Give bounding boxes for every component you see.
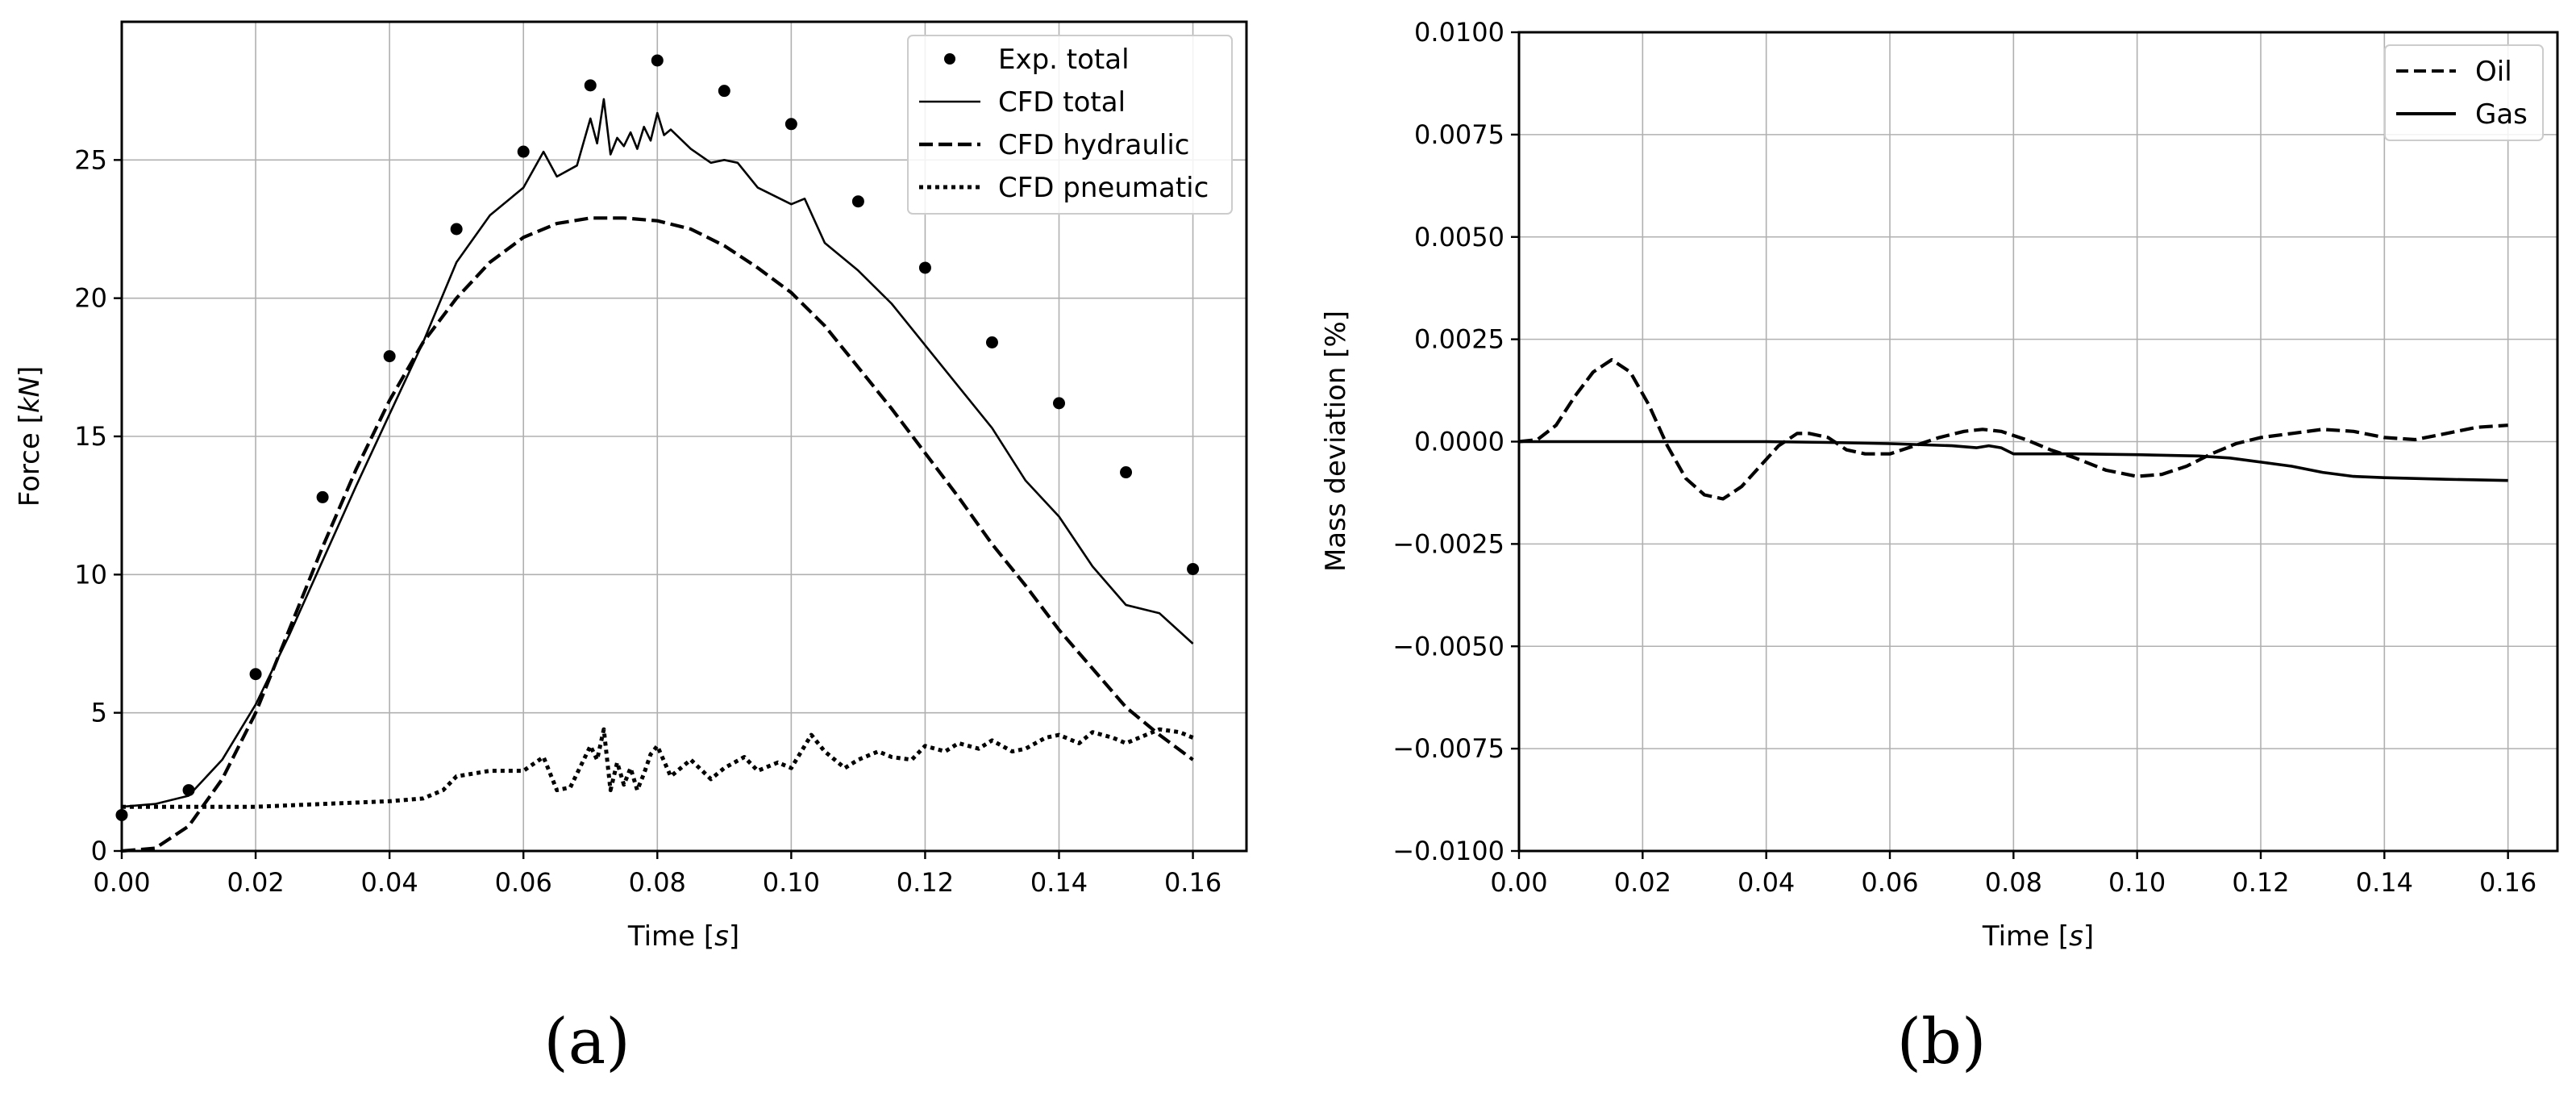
- legend-marker-exp-total: [944, 53, 955, 65]
- x-tick-label: 0.12: [2232, 867, 2289, 898]
- legend-label-cfd-hydraulic: CFD hydraulic: [998, 129, 1190, 161]
- panel-b-legend-box: [2384, 44, 2544, 141]
- x-tick-label: 0.08: [1985, 867, 2042, 898]
- y-tick-label: 0: [91, 836, 107, 866]
- x-tick-label: 0.00: [93, 867, 150, 898]
- panel-b-y-ticks: −0.0100 −0.0075 −0.0050 −0.0025 0.0000 0.0025…: [1392, 17, 1519, 866]
- y-tick-label: 10: [74, 559, 107, 590]
- y-tick-label: 0.0000: [1414, 427, 1504, 457]
- y-tick-label: −0.0100: [1392, 836, 1504, 866]
- data-point-exp-total: [316, 490, 329, 503]
- x-tick-label: 0.00: [1490, 867, 1547, 898]
- x-tick-label: 0.06: [1861, 867, 1918, 898]
- data-point-exp-total: [918, 261, 931, 274]
- data-point-exp-total: [383, 350, 396, 363]
- legend-label-oil: Oil: [2475, 56, 2512, 88]
- y-tick-label: 20: [74, 283, 107, 314]
- series-exp-total: [115, 54, 1200, 821]
- panel-a-legend-box: [907, 35, 1233, 215]
- y-tick-label: −0.0025: [1392, 528, 1504, 559]
- x-tick-label: 0.10: [2108, 867, 2166, 898]
- legend-label-exp-total: Exp. total: [998, 44, 1130, 76]
- y-tick-label: 5: [91, 698, 107, 728]
- x-tick-label: 0.04: [1737, 867, 1795, 898]
- panel-a-legend: Exp. total CFD total CFD hydraulic CFD p…: [907, 35, 1233, 215]
- panel-a-y-ticks: 0 5 10 15 20 25: [74, 144, 122, 866]
- series-line-cfd-total: [121, 98, 1194, 808]
- legend-label-gas: Gas: [2475, 98, 2528, 131]
- data-point-exp-total: [584, 79, 597, 92]
- panel-a-x-axis-title: Time [s]: [627, 920, 739, 953]
- series-line-gas: [1519, 440, 2508, 482]
- y-tick-label: 0.0075: [1414, 119, 1504, 150]
- panel-b-y-axis-title: Mass deviation [%]: [1320, 311, 1352, 572]
- x-tick-label: 0.14: [1030, 867, 1088, 898]
- data-point-exp-total: [784, 118, 797, 131]
- y-tick-label: 25: [74, 144, 107, 175]
- panel-a-grid: [121, 22, 1246, 852]
- panel-b: 0.00 0.02 0.04 0.06 0.08 0.10 0.12 0.14 0.16 −0.…: [1320, 17, 2559, 1078]
- panel-a-x-ticks: 0.00 0.02 0.04 0.06 0.08 0.10 0.12 0.14 0.16: [93, 851, 1221, 898]
- panel-b-series: [1518, 357, 2508, 501]
- panel-a-y-axis-title: Force [kN]: [14, 366, 46, 507]
- data-point-exp-total: [450, 223, 463, 236]
- x-tick-label: 0.16: [1164, 867, 1221, 898]
- legend-label-cfd-pneumatic: CFD pneumatic: [998, 172, 1209, 204]
- y-tick-label: 0.0050: [1414, 222, 1504, 252]
- x-tick-label: 0.02: [1614, 867, 1671, 898]
- series-line-oil: [1518, 357, 2508, 501]
- data-point-exp-total: [1120, 466, 1133, 479]
- x-tick-label: 0.04: [361, 867, 418, 898]
- panel-b-x-ticks: 0.00 0.02 0.04 0.06 0.08 0.10 0.12 0.14 0.16: [1490, 851, 2536, 898]
- x-tick-label: 0.06: [495, 867, 552, 898]
- x-tick-label: 0.14: [2356, 867, 2413, 898]
- x-tick-label: 0.08: [629, 867, 686, 898]
- panel-a-series: [115, 54, 1200, 853]
- panel-a: 0.00 0.02 0.04 0.06 0.08 0.10 0.12 0.14 0.16 0 5 1…: [14, 20, 1248, 1078]
- y-tick-label: 0.0100: [1414, 17, 1504, 48]
- panel-b-label: (b): [1897, 1006, 1987, 1078]
- x-tick-label: 0.12: [897, 867, 954, 898]
- data-point-exp-total: [1053, 397, 1065, 410]
- panel-a-label: (a): [543, 1006, 630, 1078]
- x-tick-label: 0.10: [763, 867, 820, 898]
- panel-b-legend: Oil Gas: [2384, 44, 2544, 141]
- data-point-exp-total: [249, 668, 262, 681]
- data-point-exp-total: [985, 336, 998, 348]
- data-point-exp-total: [1187, 562, 1200, 575]
- data-point-exp-total: [718, 85, 730, 98]
- data-point-exp-total: [651, 54, 664, 67]
- series-line-cfd-hydraulic: [121, 216, 1194, 853]
- data-point-exp-total: [851, 195, 864, 208]
- legend-label-cfd-total: CFD total: [998, 86, 1126, 119]
- y-tick-label: −0.0050: [1392, 631, 1504, 661]
- y-tick-label: 0.0025: [1414, 324, 1504, 355]
- x-tick-label: 0.16: [2479, 867, 2536, 898]
- series-line-cfd-pneumatic: [122, 727, 1194, 809]
- data-point-exp-total: [517, 145, 530, 158]
- panel-b-x-axis-title: Time [s]: [1982, 920, 2094, 953]
- y-tick-label: 15: [74, 421, 107, 452]
- x-tick-label: 0.02: [227, 867, 284, 898]
- y-tick-label: −0.0075: [1392, 733, 1504, 764]
